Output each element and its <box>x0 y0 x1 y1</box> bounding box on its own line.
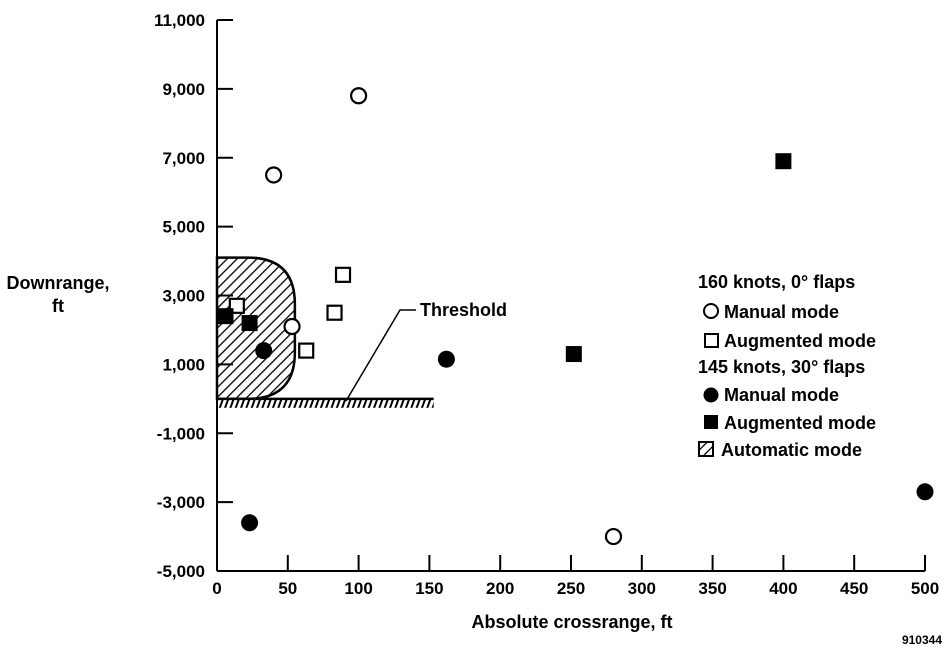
legend-manual-160-label: Manual mode <box>724 302 839 322</box>
x-tick-label: 50 <box>278 579 297 598</box>
legend-automatic-marker <box>698 441 714 457</box>
legend-manual-145-label: Manual mode <box>724 385 839 405</box>
legend-group-2-header: 145 knots, 30° flaps <box>698 357 865 377</box>
x-axis-title: Absolute crossrange, ft <box>471 612 672 632</box>
augmented-145-point <box>565 346 582 363</box>
augmented-145-point <box>775 153 792 170</box>
legend-augmented-160-label: Augmented mode <box>724 331 876 351</box>
threshold-label: Threshold <box>420 300 507 320</box>
y-axis-ticks: -5,000 -3,000 -1,000 1,000 3,000 5,000 7,000 9,… <box>154 11 233 581</box>
legend-group-1-header: 160 knots, 0° flaps <box>698 272 855 292</box>
x-tick-label: 150 <box>415 579 443 598</box>
threshold-layer <box>217 397 434 408</box>
legend-augmented-145-marker <box>704 415 718 429</box>
legend: 160 knots, 0° flaps Manual mode Augmente… <box>698 272 876 460</box>
x-tick-label: 450 <box>840 579 868 598</box>
figure-id: 910344 <box>902 633 942 647</box>
threshold-leader-line <box>345 309 416 402</box>
y-tick-label: -3,000 <box>157 493 205 512</box>
augmented-160-point <box>326 304 343 321</box>
y-tick-label: 9,000 <box>162 80 205 99</box>
y-axis-title-line-2: ft <box>52 296 64 316</box>
augmented-145-point <box>217 308 234 325</box>
y-tick-label: 11,000 <box>154 11 205 30</box>
threshold-hatch <box>217 398 434 408</box>
x-tick-label: 300 <box>628 579 656 598</box>
legend-manual-160-marker <box>703 303 719 319</box>
x-tick-label: 200 <box>486 579 514 598</box>
manual-160-point <box>604 527 623 546</box>
legend-augmented-160-marker <box>704 333 719 348</box>
y-tick-label: 7,000 <box>162 149 205 168</box>
manual-160-point <box>283 317 301 336</box>
augmented-145-point <box>241 315 258 332</box>
x-tick-label: 500 <box>911 579 939 598</box>
augmented-160-point <box>334 266 352 283</box>
manual-160-point <box>350 87 368 105</box>
x-tick-label: 250 <box>557 579 585 598</box>
x-tick-label: 100 <box>344 579 372 598</box>
y-tick-label: 3,000 <box>162 287 205 306</box>
manual-160-point <box>265 166 283 184</box>
manual-145-point <box>255 342 273 360</box>
data-points <box>217 87 934 546</box>
y-tick-label: 5,000 <box>162 218 205 237</box>
y-tick-label: -5,000 <box>157 562 205 581</box>
y-axis-title-line-1: Downrange, <box>6 273 109 293</box>
y-tick-label: -1,000 <box>157 424 205 443</box>
manual-145-point <box>241 514 259 532</box>
legend-augmented-145-label: Augmented mode <box>724 413 876 433</box>
augmented-160-point <box>298 342 315 359</box>
x-tick-label: 350 <box>698 579 726 598</box>
legend-manual-145-marker <box>703 387 719 403</box>
y-tick-label: 1,000 <box>162 355 205 374</box>
x-tick-label: 400 <box>769 579 797 598</box>
manual-145-point <box>437 350 455 368</box>
x-tick-label: 0 <box>212 579 221 598</box>
x-axis-ticks: 0 50 100 150 200 250 300 350 400 450 500 <box>212 555 939 598</box>
legend-automatic-label: Automatic mode <box>721 440 862 460</box>
manual-145-point <box>916 483 934 501</box>
